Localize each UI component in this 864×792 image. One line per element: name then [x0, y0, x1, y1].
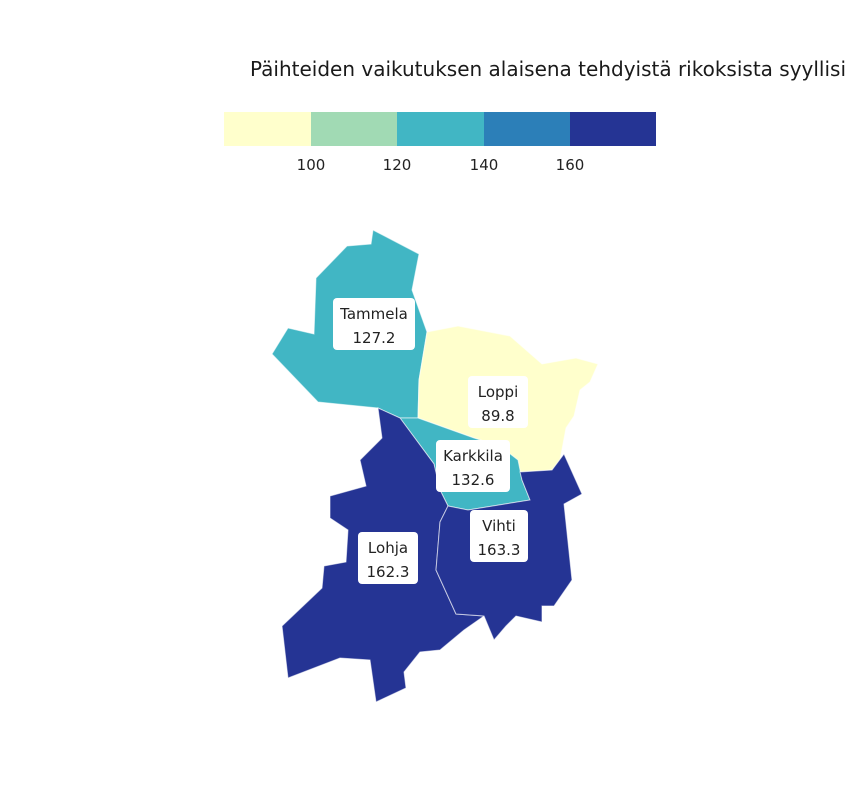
label-karkkila-value: 132.6 [452, 471, 495, 489]
legend-tick-1: 100 [297, 156, 326, 174]
region-labels: Tammela 127.2 Loppi 89.8 Karkkila 132.6 … [333, 298, 528, 584]
legend-tick-4: 160 [556, 156, 585, 174]
label-box-tammela [333, 298, 415, 350]
label-karkkila-name: Karkkila [443, 447, 503, 465]
label-tammela-name: Tammela [339, 305, 408, 323]
label-tammela-value: 127.2 [353, 329, 396, 347]
label-lohja: Lohja 162.3 [358, 532, 418, 584]
color-legend: 100 120 140 160 [224, 112, 656, 174]
legend-swatch-4 [484, 112, 570, 146]
label-vihti-name: Vihti [482, 517, 516, 535]
label-box-loppi [468, 376, 528, 428]
label-box-lohja [358, 532, 418, 584]
label-lohja-name: Lohja [368, 539, 408, 557]
legend-swatch-5 [570, 112, 656, 146]
label-box-vihti [470, 510, 528, 562]
label-loppi-name: Loppi [478, 383, 518, 401]
label-lohja-value: 162.3 [367, 563, 410, 581]
map-title: Päihteiden vaikutuksen alaisena tehdyist… [250, 57, 846, 81]
regions-layer [271, 229, 599, 703]
label-loppi: Loppi 89.8 [468, 376, 528, 428]
label-box-karkkila [436, 440, 510, 492]
label-karkkila: Karkkila 132.6 [436, 440, 510, 492]
legend-swatch-3 [397, 112, 484, 146]
label-tammela: Tammela 127.2 [333, 298, 415, 350]
legend-tick-2: 120 [383, 156, 412, 174]
legend-tick-3: 140 [470, 156, 499, 174]
label-vihti: Vihti 163.3 [470, 510, 528, 562]
label-loppi-value: 89.8 [481, 407, 514, 425]
legend-swatch-2 [311, 112, 397, 146]
legend-swatch-1 [224, 112, 311, 146]
label-vihti-value: 163.3 [478, 541, 521, 559]
